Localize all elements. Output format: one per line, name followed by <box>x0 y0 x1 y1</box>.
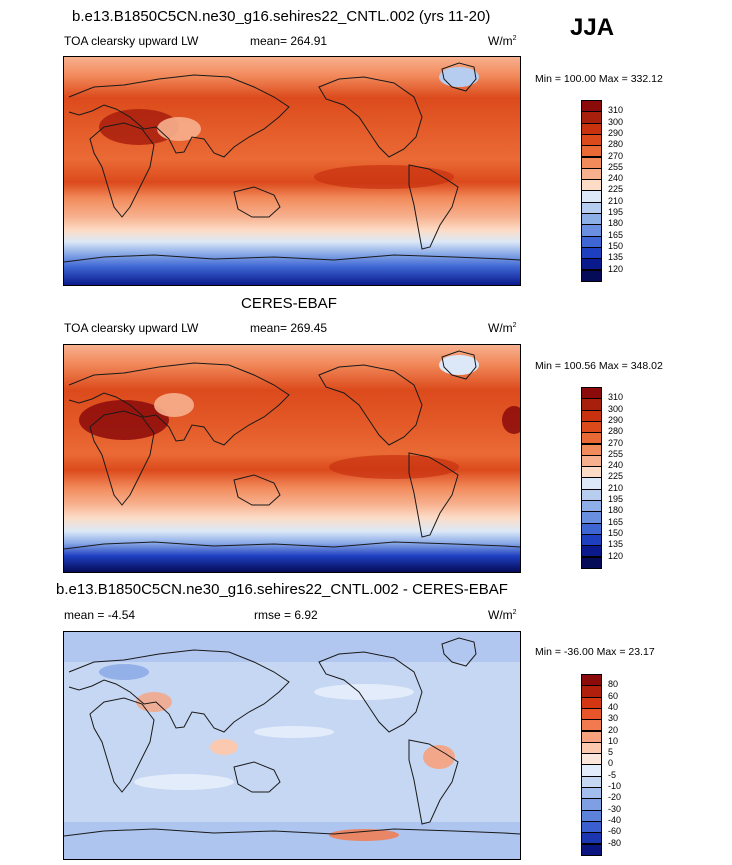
panel2-map <box>63 344 521 573</box>
panel2-title: CERES-EBAF <box>241 295 337 312</box>
panel3-colorbar-label: -5 <box>608 769 617 780</box>
panel3-colorbar-label: 0 <box>608 758 614 769</box>
panel1-title: b.e13.B1850C5CN.ne30_g16.sehires22_CNTL.… <box>72 8 491 25</box>
panel1-colorbar-label: 225 <box>608 184 624 195</box>
panel2-colorbar-label: 300 <box>608 403 624 414</box>
panel3-title: b.e13.B1850C5CN.ne30_g16.sehires22_CNTL.… <box>56 581 508 598</box>
panel3-colorbar-label: -80 <box>608 837 622 848</box>
panel3-map-svg <box>64 632 520 859</box>
panel3-colorbar-box <box>581 843 602 856</box>
panel1-colorbar-label: 300 <box>608 116 624 127</box>
panel2-variable-label: TOA clearsky upward LW <box>64 321 199 335</box>
panel1-colorbar-label: 195 <box>608 207 624 217</box>
panel2-colorbar-label: 240 <box>608 460 624 471</box>
panel2-colorbar-label: 120 <box>608 550 624 561</box>
panel1-units: W/m2 <box>488 34 517 48</box>
panel3-coastlines <box>64 637 520 837</box>
panel1-colorbar-label: 240 <box>608 173 624 184</box>
panel2-colorbar-box <box>581 556 602 569</box>
panel2-colorbar-label: 195 <box>608 494 624 504</box>
panel2-colorbar-label: 310 <box>608 392 624 403</box>
panel2-colorbar-label: 165 <box>608 516 624 527</box>
panel2-colorbar-label: 225 <box>608 471 624 482</box>
panel1-colorbar-label: 150 <box>608 240 624 251</box>
panel3-colorbar-label: 30 <box>608 713 619 724</box>
panel1-colorbar-label: 180 <box>608 218 624 229</box>
panel3-colorbar-label: -30 <box>608 803 622 814</box>
panel1-colorbar-label: 310 <box>608 105 624 116</box>
panel1-coastlines <box>64 62 520 263</box>
panel3-rmse: rmse = 6.92 <box>254 608 318 622</box>
panel3-mean: mean = -4.54 <box>64 608 136 622</box>
panel3-colorbar-label: -20 <box>608 792 622 803</box>
panel2-minmax: Min = 100.56 Max = 348.02 <box>535 360 663 372</box>
panel1-colorbar-label: 210 <box>608 195 624 206</box>
panel3-colorbar-label: -10 <box>608 781 622 791</box>
panel1-colorbar-label: 135 <box>608 252 624 263</box>
panel1-colorbar-label: 280 <box>608 139 624 150</box>
panel3-colorbar-label: 80 <box>608 679 619 690</box>
panel1-colorbar-box <box>581 269 602 282</box>
panel3-colorbar-label: 10 <box>608 735 619 746</box>
panel2-colorbar-label: 255 <box>608 448 624 459</box>
panel3-colorbar-label: 60 <box>608 690 619 701</box>
panel2-colorbar-label: 135 <box>608 539 624 550</box>
panel1-mean: mean= 264.91 <box>250 34 328 48</box>
panel3-minmax: Min = -36.00 Max = 23.17 <box>535 646 655 658</box>
panel2-mean: mean= 269.45 <box>250 321 328 335</box>
panel3-colorbar-label: 5 <box>608 747 614 758</box>
panel1-variable-label: TOA clearsky upward LW <box>64 34 199 48</box>
panel3-colorbar-label: -40 <box>608 814 622 825</box>
panel3-colorbar-label: 40 <box>608 701 619 712</box>
panel1-colorbar-label: 165 <box>608 229 624 240</box>
panel2-colorbar-label: 280 <box>608 426 624 437</box>
panel1-map <box>63 56 521 286</box>
panel2-colorbar-label: 150 <box>608 527 624 538</box>
season-label: JJA <box>570 14 615 41</box>
panel1-colorbar-label: 255 <box>608 161 624 172</box>
panel1-colorbar-label: 120 <box>608 263 624 274</box>
panel3-units: W/m2 <box>488 608 517 622</box>
panel3-map <box>63 631 521 860</box>
panel2-colorbar-label: 290 <box>608 414 624 425</box>
panel2-colorbar-label: 180 <box>608 505 624 516</box>
panel2-colorbar-label: 210 <box>608 482 624 493</box>
panel2-map-svg <box>64 345 520 572</box>
panel2-coastlines <box>64 350 520 550</box>
panel3-colorbar-label: -60 <box>608 826 622 837</box>
panel1-colorbar-label: 270 <box>608 150 624 161</box>
panel1-colorbar-label: 290 <box>608 127 624 138</box>
panel2-units: W/m2 <box>488 321 517 335</box>
panel1-minmax: Min = 100.00 Max = 332.12 <box>535 73 663 85</box>
panel2-colorbar-label: 270 <box>608 437 624 448</box>
panel1-map-svg <box>64 57 520 285</box>
panel3-colorbar-label: 20 <box>608 724 619 735</box>
